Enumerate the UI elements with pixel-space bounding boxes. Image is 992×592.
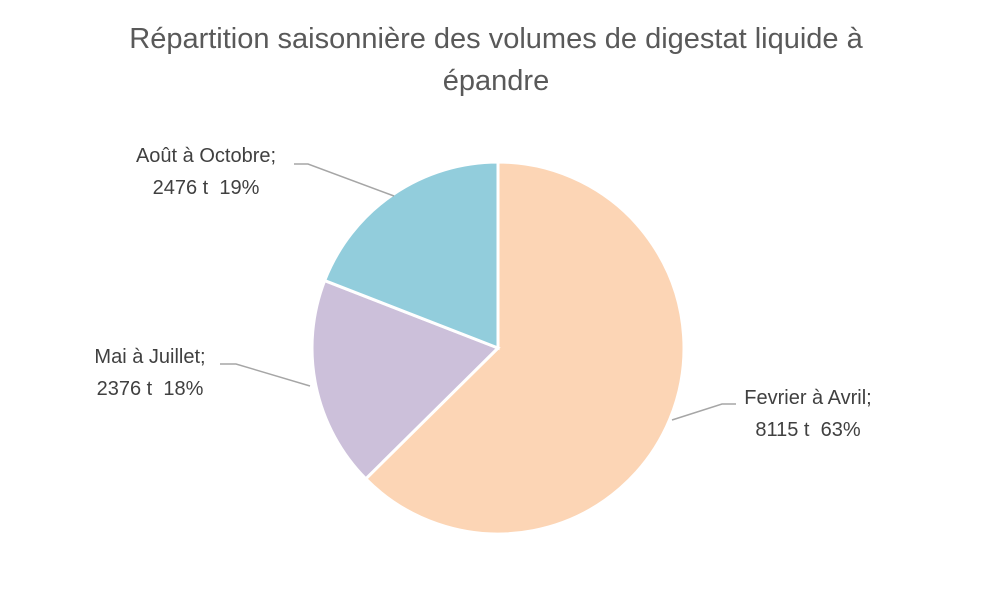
leader-line-2 <box>220 363 311 387</box>
leader-line-3 <box>294 163 395 197</box>
pie-slices <box>310 160 686 536</box>
pie-slice-1 <box>363 160 686 536</box>
slice-label-3: Août à Octobre; 2476 t 19% <box>136 145 276 199</box>
slice-label-1: Fevrier à Avril; 8115 t 63% <box>744 387 871 441</box>
slice-value: 2476 t 19% <box>153 177 260 199</box>
slice-value: 2376 t 18% <box>97 378 204 400</box>
slice-label-2: Mai à Juillet; 2376 t 18% <box>94 346 205 400</box>
slice-name: Août à Octobre; <box>136 145 276 167</box>
leader-line-1 <box>671 403 736 421</box>
pie-labels: Fevrier à Avril; 8115 t 63% Mai à Juillet;… <box>94 145 871 441</box>
pie-slice-3 <box>322 160 500 351</box>
slice-name: Fevrier à Avril; <box>744 387 871 409</box>
slice-name: Mai à Juillet; <box>94 346 205 368</box>
chart-title: Répartition saisonnière des volumes de d… <box>129 23 863 97</box>
slice-value: 8115 t 63% <box>755 419 860 441</box>
